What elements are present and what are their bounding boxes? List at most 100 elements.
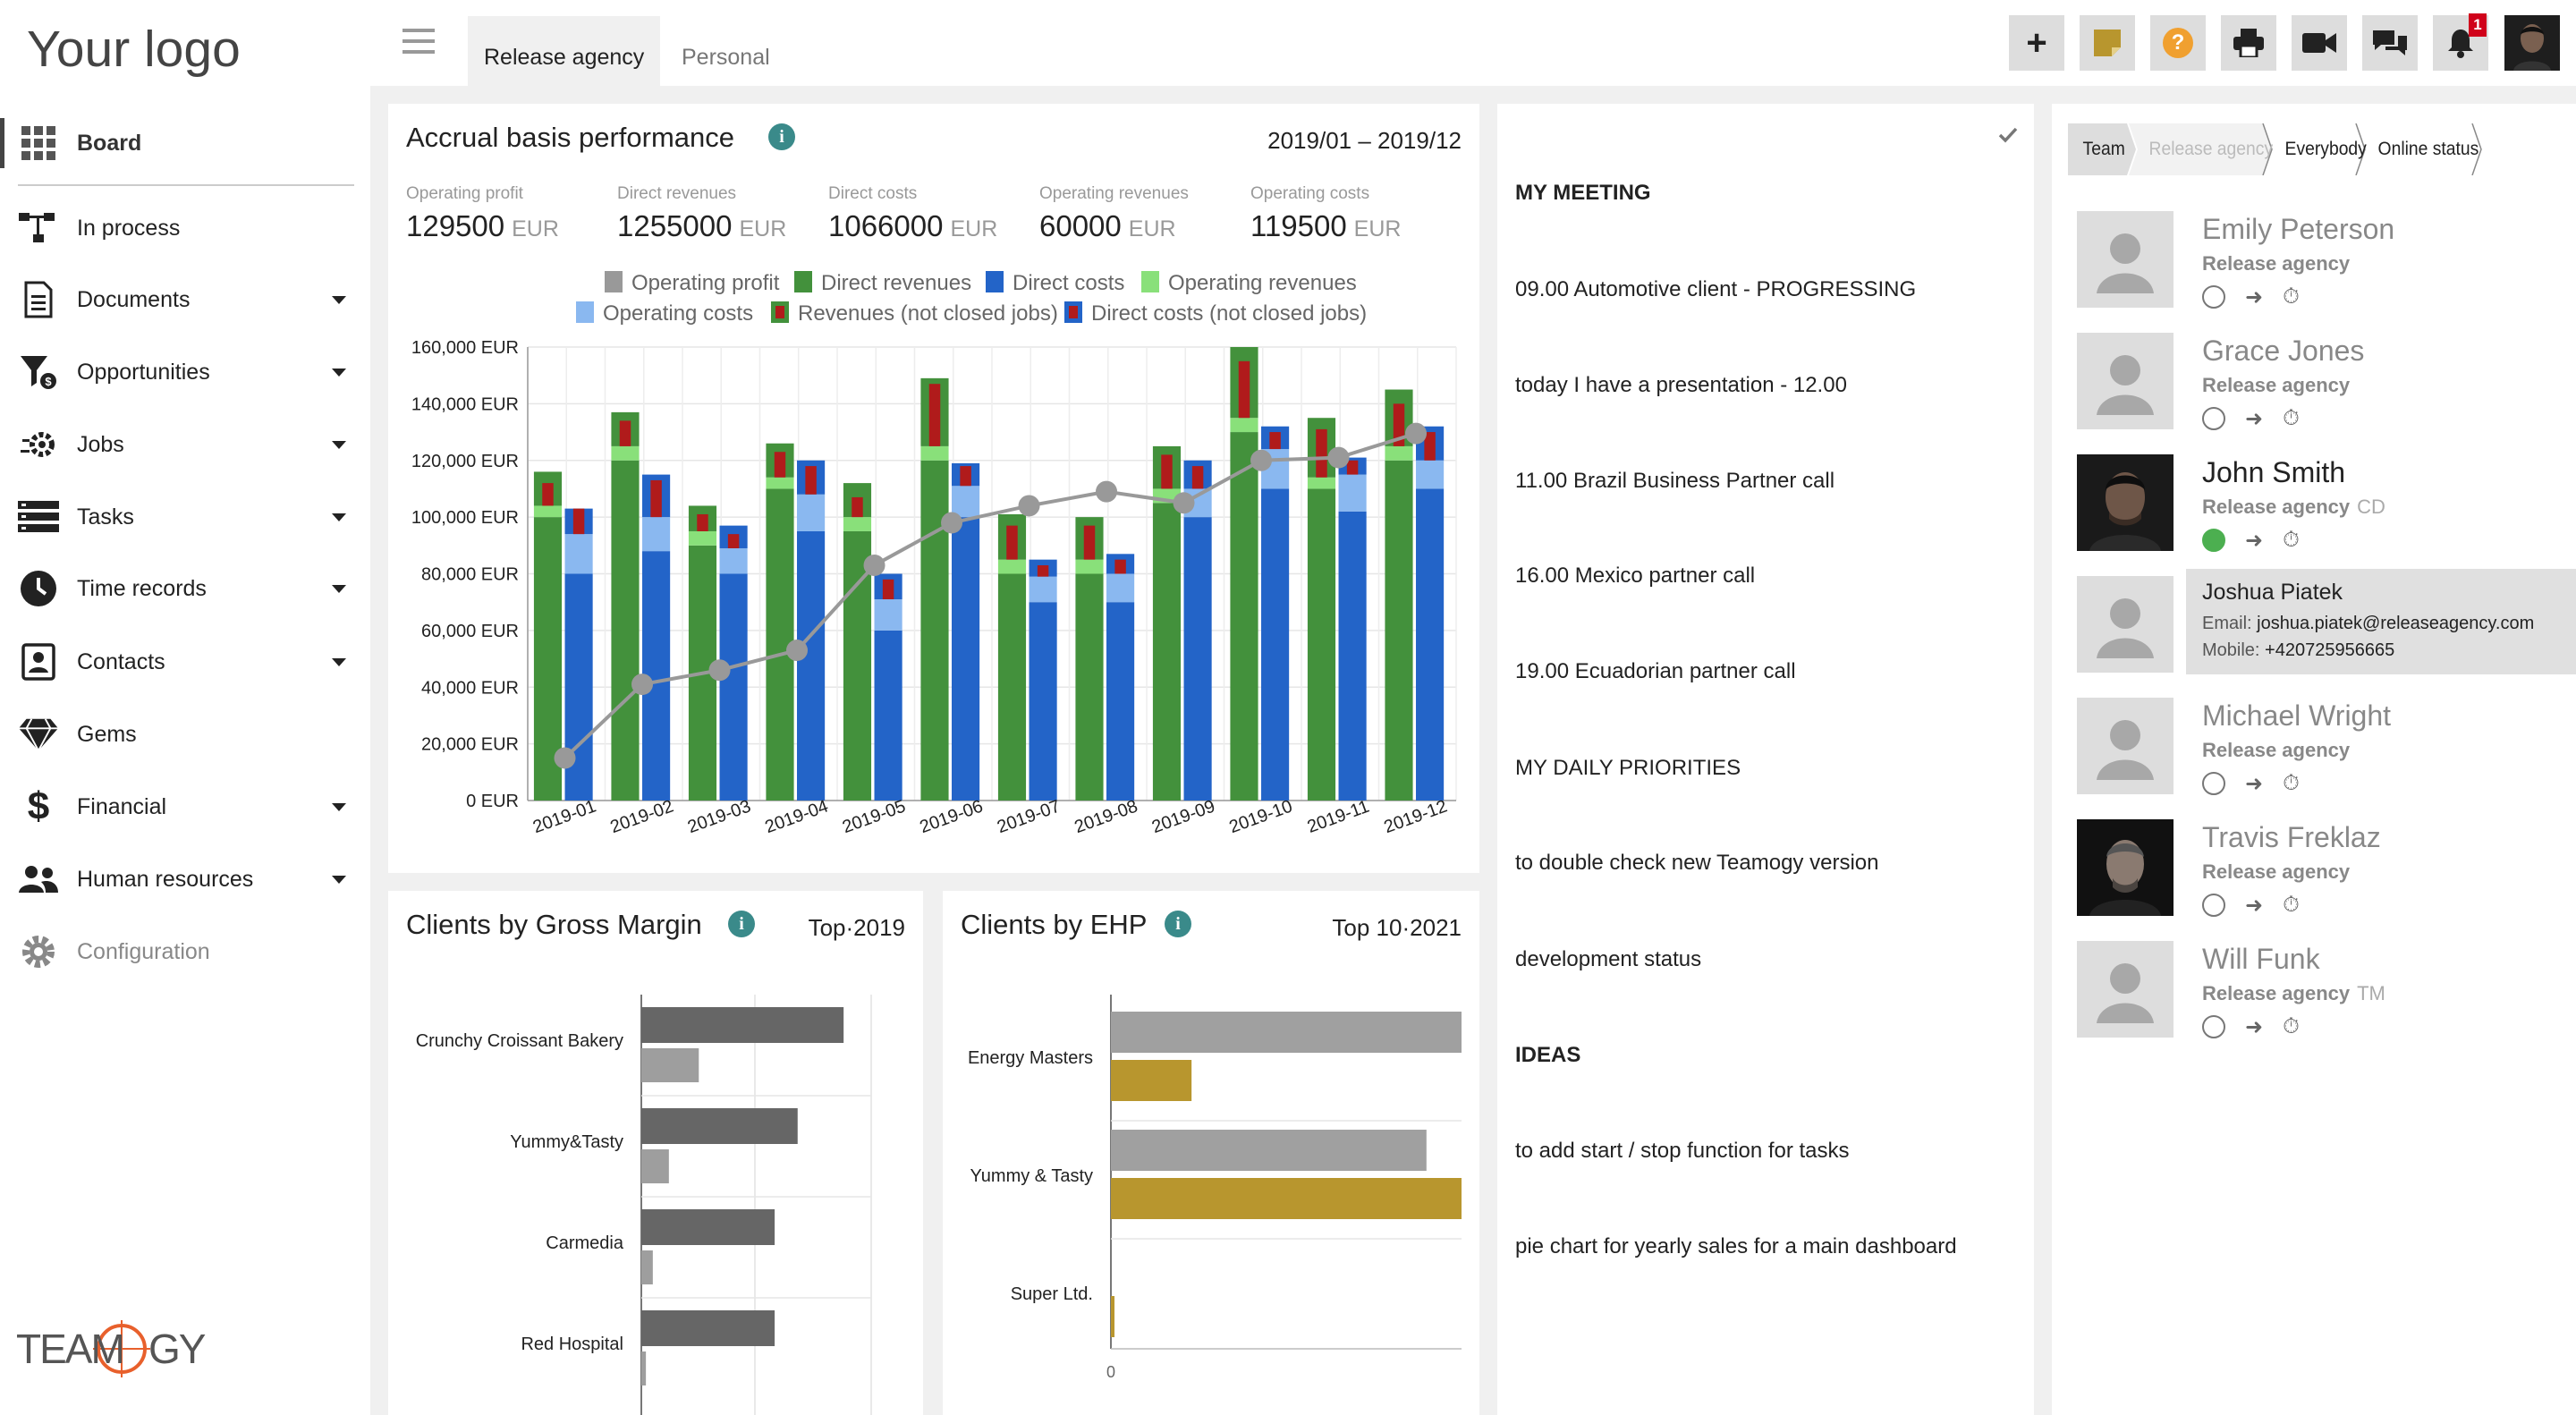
legend-label: Operating revenues <box>1168 271 1357 295</box>
tooltip-email[interactable]: Email: joshua.piatek@releaseagency.com <box>2202 614 2535 633</box>
bar-direct-costs <box>1106 602 1135 801</box>
sidebar-item-time-records[interactable]: Time records <box>0 556 370 621</box>
tooltip-mobile[interactable]: Mobile: +420725956665 <box>2202 640 2395 660</box>
chevron-down-icon[interactable] <box>332 369 346 377</box>
card-title: Clients by EHP <box>961 909 1148 940</box>
bar-direct-costs <box>797 530 826 801</box>
team-member[interactable]: Grace Jones Release agency ➜ ⏱ <box>2077 333 2560 440</box>
sidebar-item-contacts[interactable]: Contacts <box>0 630 370 694</box>
team-member[interactable]: Will Funk Release agency TM ➜ ⏱ <box>2077 941 2560 1048</box>
help-button[interactable]: ? <box>2150 15 2206 71</box>
team-member[interactable]: Travis Freklaz Release agency ➜ ⏱ <box>2077 819 2560 927</box>
tab-release-agency[interactable]: Release agency <box>468 16 661 86</box>
notes-button[interactable] <box>2080 15 2135 71</box>
bar-revenues-not-closed <box>1161 454 1173 489</box>
period-range[interactable]: 2019/01 – 2019/12 <box>1267 127 1462 154</box>
avatar-photo <box>2077 819 2174 916</box>
sidebar-item-board[interactable]: Board <box>0 111 370 175</box>
operating-profit-point <box>708 659 731 682</box>
info-icon[interactable]: i <box>728 911 755 937</box>
x-tick-label: 2019-04 <box>762 796 831 837</box>
bar-direct-revenues <box>1075 573 1104 801</box>
sidebar-item-human-resources[interactable]: Human resources <box>0 847 370 911</box>
hamburger-menu-icon[interactable] <box>402 29 435 55</box>
bar-operating-costs <box>1029 576 1057 603</box>
chevron-down-icon[interactable] <box>332 803 346 811</box>
stopwatch-icon: ⏱ <box>2283 284 2300 309</box>
sidebar-item-opportunities[interactable]: $ Opportunities <box>0 340 370 404</box>
bar-direct-costs-not-closed <box>650 479 662 518</box>
sidebar-item-in-process[interactable]: In process <box>0 196 370 260</box>
info-icon[interactable]: i <box>768 123 795 150</box>
bar-direct-costs <box>1029 602 1057 801</box>
notes-card[interactable]: MY MEETING 09.00 Automotive client - PRO… <box>1497 104 2034 1415</box>
people-icon <box>18 861 59 897</box>
team-member[interactable]: Emily Peterson Release agency ➜ ⏱ <box>2077 211 2560 318</box>
x-tick-label: 2019-08 <box>1072 796 1140 837</box>
bar-direct-revenues <box>920 460 949 801</box>
sidebar-item-gems[interactable]: Gems <box>0 702 370 767</box>
chevron-down-icon[interactable] <box>332 296 346 304</box>
bar-direct-costs <box>1261 488 1290 801</box>
legend-label: Revenues (not closed jobs) <box>798 301 1058 326</box>
logout-icon: ➜ <box>2245 771 2264 796</box>
team-member[interactable]: Michael Wright Release agency ➜ ⏱ <box>2077 698 2560 805</box>
status-dot-icon <box>2202 772 2225 795</box>
bar-secondary <box>1111 1296 1114 1337</box>
info-icon[interactable]: i <box>1165 911 1191 937</box>
video-button[interactable] <box>2292 15 2347 71</box>
bar-direct-costs-not-closed <box>1114 559 1126 574</box>
kpi-value: 129500 EUR <box>406 209 559 242</box>
breadcrumb-release-agency[interactable]: Release agency <box>2148 139 2274 159</box>
chevron-down-icon[interactable] <box>332 876 346 884</box>
operating-profit-point <box>1405 422 1428 445</box>
user-avatar[interactable] <box>2504 15 2560 71</box>
y-tick-label: 160,000 EUR <box>411 338 519 358</box>
note-line: development status <box>1515 947 1702 971</box>
sidebar-item-configuration[interactable]: Configuration <box>0 919 370 984</box>
grid-icon <box>18 125 59 161</box>
chat-button[interactable] <box>2362 15 2418 71</box>
legend-label: Operating profit <box>631 271 780 295</box>
contact-card-icon <box>18 643 59 681</box>
notifications-button[interactable]: 1 <box>2433 13 2488 71</box>
note-line: to add start / stop function for tasks <box>1515 1139 1850 1163</box>
add-button[interactable]: + <box>2009 15 2064 71</box>
chevron-down-icon[interactable] <box>332 441 346 449</box>
bar-operating-costs <box>952 486 980 518</box>
breadcrumb-everybody[interactable]: Everybody <box>2284 139 2367 159</box>
breadcrumb-online-status[interactable]: Online status <box>2377 139 2479 159</box>
team-member[interactable]: John Smith Release agency CD ➜ ⏱ <box>2077 454 2560 562</box>
bar-direct-costs-not-closed <box>1346 460 1359 475</box>
chevron-down-icon[interactable] <box>332 513 346 521</box>
top-filter[interactable]: Top·2019 <box>808 914 905 941</box>
sidebar-item-label: Documents <box>77 287 191 312</box>
contact-tooltip: Joshua Piatek Email: joshua.piatek@relea… <box>2186 569 2576 674</box>
tab-personal[interactable]: Personal <box>682 45 770 70</box>
member-name: John Smith <box>2202 456 2346 488</box>
team-member[interactable] <box>2077 576 2560 683</box>
sidebar-item-documents[interactable]: Documents <box>0 267 370 332</box>
top-filter[interactable]: Top 10·2021 <box>1332 914 1462 941</box>
sidebar-divider <box>18 184 354 186</box>
print-button[interactable] <box>2221 15 2276 71</box>
sidebar-item-jobs[interactable]: Jobs <box>0 412 370 477</box>
avatar-placeholder <box>2077 333 2174 429</box>
chevron-down-icon[interactable] <box>332 658 346 666</box>
card-title: Accrual basis performance <box>406 122 734 153</box>
avatar-placeholder <box>2077 698 2174 794</box>
sidebar-item-financial[interactable]: $ Financial <box>0 775 370 839</box>
operating-profit-point <box>1173 492 1195 514</box>
category-label: Yummy&Tasty <box>510 1132 623 1152</box>
avatar-placeholder <box>2077 576 2174 673</box>
gross-margin-chart: Crunchy Croissant Bakery Yummy&Tasty Carme… <box>416 995 872 1415</box>
sidebar-item-tasks[interactable]: Tasks <box>0 485 370 549</box>
member-name: Travis Freklaz <box>2202 821 2381 853</box>
legend-swatch <box>794 271 812 292</box>
tooltip-name: Joshua Piatek <box>2202 580 2343 605</box>
breadcrumb-team[interactable]: Team <box>2082 139 2125 159</box>
checkmark-icon[interactable] <box>1998 127 2018 143</box>
chevron-down-icon[interactable] <box>332 585 346 593</box>
logout-icon: ➜ <box>2245 284 2264 309</box>
logout-icon: ➜ <box>2245 1014 2264 1039</box>
